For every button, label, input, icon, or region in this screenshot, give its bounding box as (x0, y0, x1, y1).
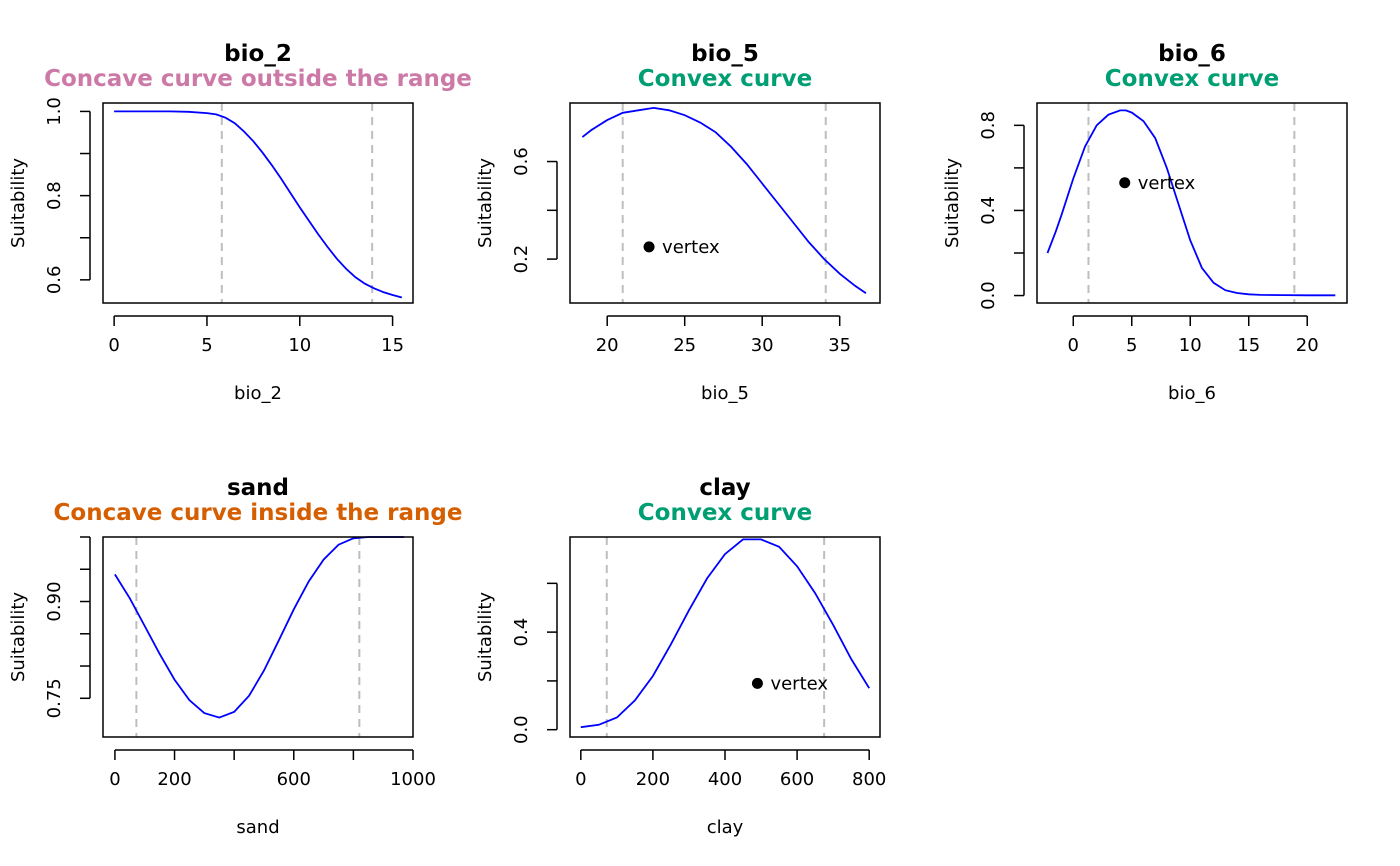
x-axis-label: sand (236, 817, 279, 838)
y-axis-label: Suitability (8, 158, 29, 248)
y-tick-label: 0.8 (978, 111, 999, 140)
x-tick-label: 10 (1179, 335, 1202, 356)
panel-title: clay (699, 475, 750, 501)
x-axis-label: bio_6 (1168, 383, 1216, 404)
panel-title: bio_2 (224, 41, 292, 67)
y-tick-label: 0.4 (978, 196, 999, 225)
y-tick-label: 0.6 (511, 147, 532, 176)
y-tick-label: 0.4 (511, 618, 532, 647)
vertex-point (1119, 177, 1131, 189)
x-tick-label: 0 (575, 769, 586, 790)
x-tick-label: 25 (673, 335, 696, 356)
y-axis-label: Suitability (8, 592, 29, 682)
x-tick-label: 200 (157, 769, 191, 790)
response-curve (581, 106, 867, 294)
x-tick-label: 15 (381, 335, 404, 356)
x-tick-label: 600 (780, 769, 814, 790)
x-axis-label: bio_2 (234, 383, 282, 404)
x-tick-label: 0 (108, 335, 119, 356)
x-tick-label: 0 (109, 769, 120, 790)
panel-subtitle: Convex curve (638, 500, 812, 526)
panel-subtitle: Concave curve inside the range (54, 500, 463, 526)
x-tick-label: 1000 (390, 769, 436, 790)
x-tick-label: 30 (751, 335, 774, 356)
y-tick-label: 0.0 (511, 715, 532, 744)
response-curve (114, 536, 405, 719)
y-axis-label: Suitability (942, 158, 963, 248)
panel-title: sand (227, 475, 289, 501)
x-tick-label: 5 (201, 335, 212, 356)
x-tick-label: 20 (596, 335, 619, 356)
response-curve (580, 538, 870, 729)
y-tick-label: 0.6 (44, 266, 65, 295)
plot-frame (569, 536, 881, 738)
panel-subtitle: Convex curve (638, 66, 812, 92)
x-tick-label: 600 (277, 769, 311, 790)
y-tick-label: 0.90 (44, 581, 65, 621)
plot-frame (102, 102, 414, 304)
y-tick-label: 0.8 (44, 181, 65, 210)
panel-subtitle: Concave curve outside the range (44, 66, 472, 92)
panel-title: bio_5 (691, 41, 759, 67)
vertex-label: vertex (770, 673, 828, 694)
y-axis-label: Suitability (475, 592, 496, 682)
plot-frame (569, 102, 881, 304)
plot-frame (102, 536, 414, 738)
vertex-point (751, 677, 763, 689)
y-tick-label: 1.0 (44, 97, 65, 126)
response-curve (114, 110, 403, 299)
x-axis-label: clay (707, 817, 744, 838)
x-tick-label: 400 (708, 769, 742, 790)
vertex-point (643, 241, 655, 253)
y-axis-label: Suitability (475, 158, 496, 248)
panel-subtitle: Convex curve (1105, 66, 1279, 92)
x-tick-label: 15 (1237, 335, 1260, 356)
y-tick-label: 0.75 (44, 678, 65, 718)
response-curve (1046, 109, 1336, 297)
y-tick-label: 0.2 (511, 245, 532, 274)
x-tick-label: 200 (636, 769, 670, 790)
y-tick-label: 0.0 (978, 281, 999, 310)
x-tick-label: 0 (1068, 335, 1079, 356)
vertex-label: vertex (662, 237, 720, 258)
x-tick-label: 35 (828, 335, 851, 356)
panel-title: bio_6 (1158, 41, 1226, 67)
vertex-label: vertex (1138, 173, 1196, 194)
x-tick-label: 5 (1126, 335, 1137, 356)
plot-frame (1036, 102, 1348, 304)
x-axis-label: bio_5 (701, 383, 749, 404)
x-tick-label: 10 (288, 335, 311, 356)
x-tick-label: 800 (852, 769, 886, 790)
x-tick-label: 20 (1296, 335, 1319, 356)
